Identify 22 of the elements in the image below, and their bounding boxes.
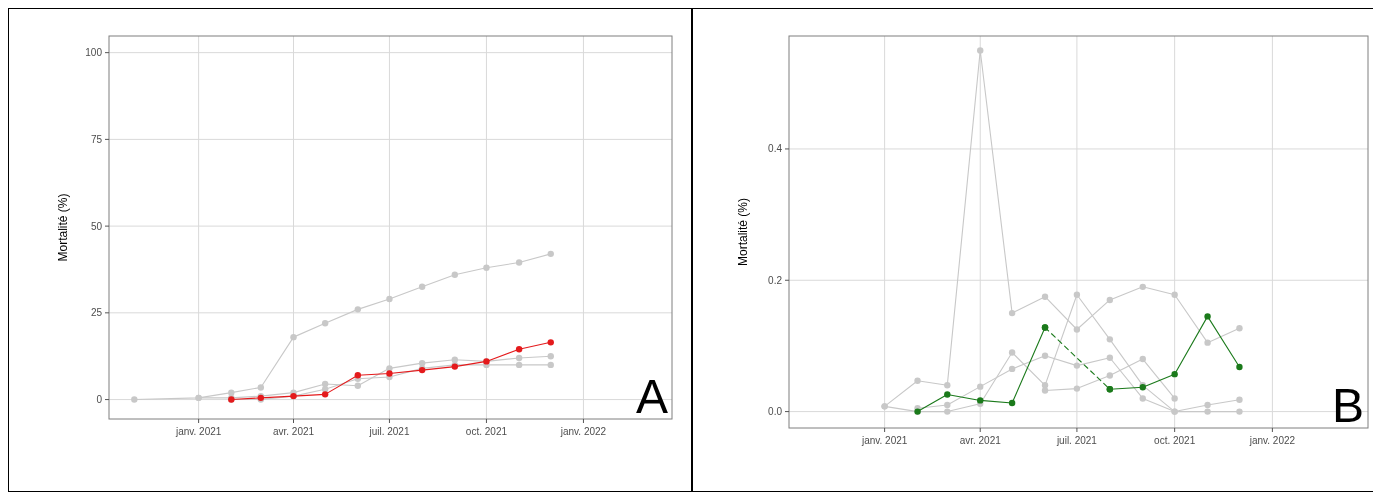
y-tick-label: 0.0 <box>768 406 783 418</box>
x-tick-label: janv. 2021 <box>174 426 222 437</box>
x-tick-label: oct. 2021 <box>1154 435 1196 446</box>
y-axis-title: Mortalité (%) <box>56 193 70 262</box>
x-tick-label: avr. 2021 <box>272 426 315 437</box>
y-axis-title: Mortalité (%) <box>736 197 750 267</box>
y-tick-label: 0.4 <box>768 143 783 155</box>
x-tick-label: avr. 2021 <box>959 435 1002 446</box>
y-tick-label: 25 <box>90 307 103 319</box>
y-tick-label: 0.2 <box>768 274 783 286</box>
x-tick-label: juil. 2021 <box>368 426 410 437</box>
y-tick-label: 100 <box>85 47 103 59</box>
y-tick-label: 75 <box>90 133 103 145</box>
x-tick-label: juil. 2021 <box>1055 435 1098 446</box>
annotation: A <box>635 370 668 423</box>
annotation: B <box>1331 379 1364 432</box>
x-tick-label: janv. 2021 <box>860 435 908 446</box>
y-tick-label: 0 <box>96 394 103 406</box>
x-tick-label: oct. 2021 <box>465 426 508 437</box>
y-tick-label: 50 <box>90 220 103 232</box>
x-tick-label: janv. 2022 <box>1248 435 1296 446</box>
x-tick-label: janv. 2022 <box>559 426 607 437</box>
